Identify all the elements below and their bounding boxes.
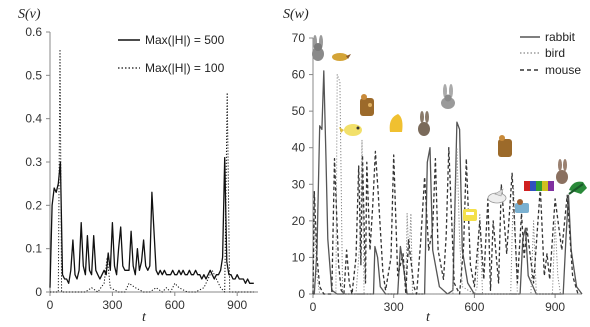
bird-icon — [487, 188, 507, 204]
right-xtick-label: 300 — [384, 300, 404, 314]
left-ytick-label: 0 — [35, 285, 42, 299]
right-xtick-label: 0 — [310, 300, 317, 314]
left-series-max-h-100 — [50, 48, 254, 293]
rabbit-icon — [312, 35, 324, 61]
bird-icon — [332, 53, 351, 61]
left-xtick-label: 600 — [165, 298, 185, 312]
left-ytick-label: 0.1 — [25, 242, 42, 256]
right-ytick-label: 30 — [292, 177, 306, 191]
left-xlabel: t — [142, 310, 147, 325]
left-ytick-label: 0.6 — [25, 25, 42, 39]
left-ylabel: S(v) — [18, 7, 41, 22]
right-legend-rabbit-label: rabbit — [545, 30, 576, 44]
left-ytick-label: 0.5 — [25, 68, 42, 82]
chart-left: 0 0.1 0.2 0.3 0.4 0.5 0.6 0 300 600 900 S(v) t Max… — [18, 7, 258, 325]
right-series-mouse — [312, 147, 579, 295]
left-legend: Max(|H|) = 500 Max(|H|) = 100 — [118, 33, 225, 75]
chart-right: 0 10 20 30 40 50 60 70 0 300 600 900 S(w) t rabbit … — [283, 7, 587, 325]
right-ytick-label: 50 — [292, 104, 306, 118]
right-series-rabbit — [313, 70, 583, 295]
left-xtick-label: 300 — [102, 298, 122, 312]
right-ytick-label: 60 — [292, 68, 306, 82]
left-ytick-label: 0.4 — [25, 112, 42, 126]
left-series-max-h-500 — [49, 157, 254, 288]
puzzle-icon — [568, 181, 587, 195]
rabbit-icon — [556, 159, 568, 184]
right-legend-mouse-label: mouse — [545, 63, 581, 77]
left-legend-solid-label: Max(|H|) = 500 — [145, 33, 225, 47]
right-legend: rabbit bird mouse — [520, 30, 581, 77]
right-series-bird — [312, 74, 582, 295]
mouse-icon — [360, 94, 374, 116]
mouse-icon — [515, 199, 529, 213]
left-axes: 0 0.1 0.2 0.3 0.4 0.5 0.6 0 300 600 900 — [25, 25, 258, 312]
right-ytick-label: 0 — [298, 287, 305, 301]
bird-icon — [389, 114, 403, 132]
right-series-group — [312, 70, 583, 295]
right-ytick-label: 40 — [292, 141, 306, 155]
right-xlabel: t — [426, 310, 431, 325]
left-legend-dotted-label: Max(|H|) = 100 — [145, 61, 225, 75]
rabbit-icon — [418, 111, 430, 136]
flag-icon — [524, 181, 554, 191]
left-ytick-label: 0.2 — [25, 198, 42, 212]
left-xtick-label: 0 — [47, 298, 54, 312]
left-xtick-label: 900 — [227, 298, 247, 312]
right-ytick-label: 20 — [292, 214, 306, 228]
mouse-icon — [498, 135, 512, 157]
left-ytick-label: 0.3 — [25, 155, 42, 169]
right-ytick-label: 10 — [292, 250, 306, 264]
left-series-group — [49, 48, 254, 293]
rabbit-icon — [441, 84, 455, 109]
right-ylabel: S(w) — [283, 7, 309, 22]
right-xtick-label: 600 — [464, 300, 484, 314]
right-xtick-label: 900 — [545, 300, 565, 314]
bird-icon — [339, 124, 362, 136]
bird-icon — [463, 209, 477, 221]
right-ytick-label: 70 — [292, 31, 306, 45]
right-legend-bird-label: bird — [545, 46, 565, 60]
